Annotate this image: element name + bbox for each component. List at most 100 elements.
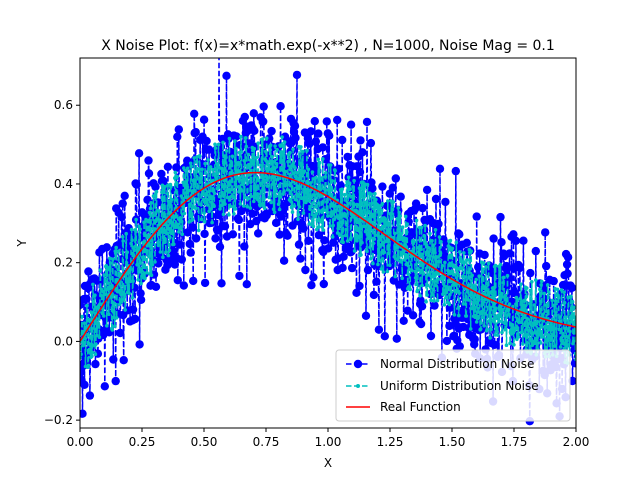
uniform-noise-point: [289, 199, 293, 204]
uniform-noise-point: [419, 247, 423, 252]
uniform-noise-point: [273, 144, 277, 148]
normal-noise-point: [301, 265, 310, 275]
uniform-noise-point: [535, 336, 539, 341]
uniform-noise-point: [220, 203, 224, 208]
uniform-noise-point: [295, 186, 300, 190]
uniform-noise-point: [229, 159, 233, 164]
uniform-noise-point: [130, 296, 135, 300]
normal-noise-point: [392, 334, 401, 343]
uniform-noise-point: [334, 208, 339, 212]
normal-noise-point: [111, 376, 120, 386]
uniform-noise-point: [131, 279, 135, 283]
uniform-noise-point: [521, 303, 526, 307]
uniform-noise-point: [168, 235, 172, 240]
uniform-noise-point: [570, 300, 575, 304]
uniform-noise-point: [179, 226, 183, 230]
uniform-noise-point: [535, 319, 540, 324]
uniform-noise-point: [481, 267, 486, 272]
normal-noise-point: [314, 231, 323, 240]
uniform-noise-point: [440, 263, 445, 268]
normal-noise-point: [343, 152, 352, 162]
normal-noise-point: [314, 129, 323, 138]
uniform-noise-point: [211, 167, 215, 172]
uniform-noise-point: [514, 302, 518, 306]
uniform-noise-point: [204, 200, 208, 205]
uniform-noise-point: [347, 193, 351, 198]
uniform-noise-point: [279, 151, 284, 156]
uniform-noise-point: [522, 298, 527, 303]
legend-uniform-marker: [356, 384, 360, 388]
uniform-noise-point: [448, 292, 452, 297]
uniform-noise-point: [553, 299, 558, 303]
uniform-noise-point: [232, 190, 237, 194]
uniform-noise-point: [118, 272, 123, 277]
uniform-noise-point: [474, 277, 479, 282]
normal-noise-point: [388, 183, 397, 192]
x-tick-label: 0.00: [67, 435, 94, 449]
uniform-noise-point: [416, 245, 421, 250]
uniform-noise-point: [289, 205, 294, 210]
normal-noise-point: [163, 261, 172, 270]
uniform-noise-point: [109, 261, 113, 265]
uniform-noise-point: [365, 182, 370, 187]
uniform-noise-point: [127, 291, 131, 296]
uniform-noise-point: [223, 202, 227, 206]
x-tick-label: 0.25: [129, 435, 156, 449]
uniform-noise-point: [382, 250, 387, 255]
normal-noise-point: [441, 197, 450, 207]
uniform-noise-point: [452, 273, 456, 277]
uniform-noise-point: [302, 188, 306, 193]
uniform-noise-point: [165, 231, 169, 236]
normal-noise-point: [470, 335, 479, 344]
normal-noise-point: [541, 228, 550, 237]
uniform-noise-point: [498, 262, 503, 267]
uniform-noise-point: [124, 231, 128, 236]
normal-noise-point: [307, 281, 316, 290]
uniform-noise-point: [390, 216, 394, 220]
uniform-noise-point: [435, 255, 439, 259]
uniform-noise-point: [112, 315, 116, 320]
normal-noise-point: [144, 169, 154, 178]
uniform-noise-point: [448, 238, 453, 243]
normal-noise-point: [151, 182, 160, 191]
uniform-noise-point: [239, 134, 243, 139]
uniform-noise-point: [96, 325, 100, 329]
uniform-noise-point: [300, 172, 305, 176]
normal-noise-point: [304, 236, 313, 245]
uniform-noise-point: [105, 324, 109, 328]
uniform-noise-point: [400, 276, 405, 281]
uniform-noise-point: [537, 333, 542, 337]
uniform-noise-point: [242, 204, 246, 208]
uniform-noise-point: [138, 227, 142, 231]
uniform-noise-point: [517, 320, 522, 325]
legend-normal-marker: [353, 359, 363, 369]
uniform-noise-point: [336, 226, 341, 231]
uniform-noise-point: [477, 310, 482, 314]
uniform-noise-point: [453, 282, 458, 287]
uniform-noise-point: [483, 285, 487, 289]
uniform-noise-point: [172, 215, 177, 219]
uniform-noise-point: [421, 272, 426, 276]
normal-noise-point: [172, 163, 181, 172]
uniform-noise-point: [167, 248, 172, 253]
normal-noise-point: [144, 156, 153, 165]
uniform-noise-point: [571, 339, 576, 344]
uniform-noise-point: [266, 163, 271, 168]
uniform-noise-point: [99, 287, 104, 292]
uniform-noise-point: [388, 263, 392, 268]
legend-box: [335, 349, 571, 422]
uniform-noise-point: [475, 300, 480, 304]
uniform-noise-point: [530, 343, 535, 348]
uniform-noise-point: [556, 295, 561, 300]
y-tick-label: 0.2: [54, 256, 73, 270]
uniform-noise-point: [228, 204, 233, 209]
normal-noise-point: [356, 136, 365, 145]
normal-noise-point: [173, 132, 182, 141]
uniform-noise-point: [265, 184, 270, 188]
uniform-noise-point: [348, 187, 352, 192]
uniform-noise-point: [162, 240, 167, 245]
uniform-noise-point: [390, 207, 395, 212]
uniform-noise-point: [133, 244, 138, 249]
uniform-noise-point: [100, 311, 105, 316]
uniform-noise-point: [80, 314, 84, 319]
